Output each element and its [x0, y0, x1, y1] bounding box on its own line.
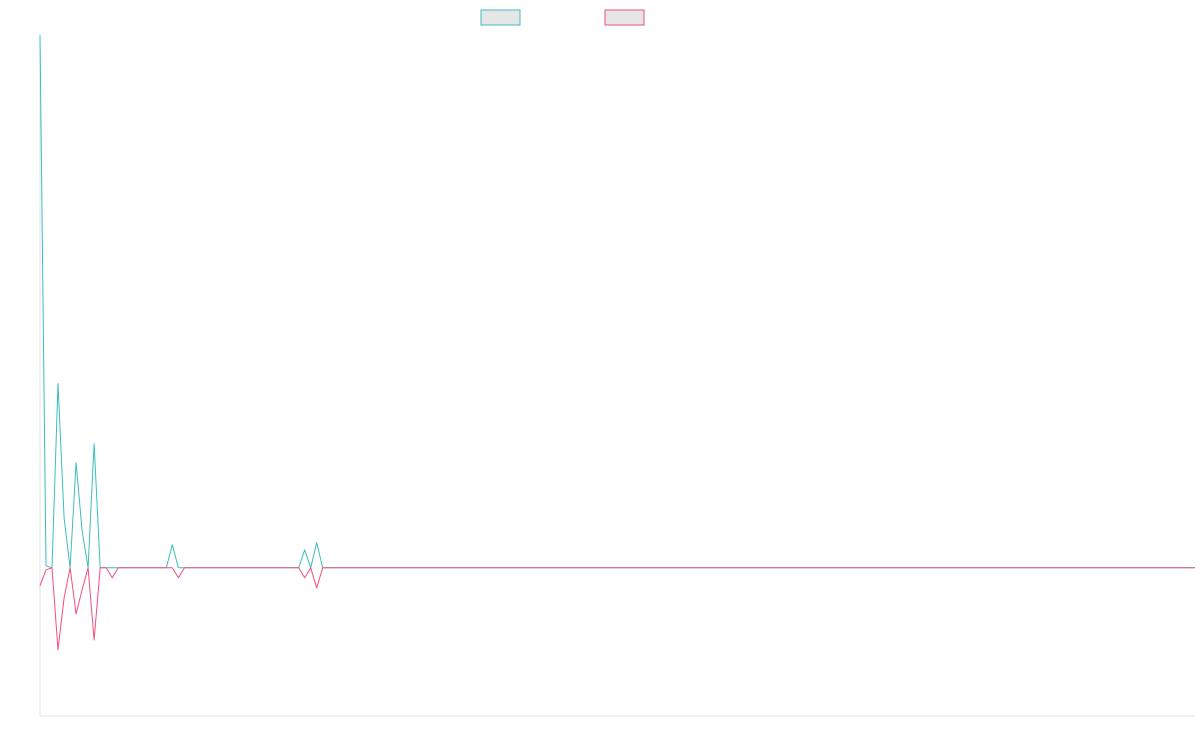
series-layer: [39, 34, 1195, 651]
legend-swatch-2[interactable]: [604, 9, 645, 26]
legend: [480, 9, 645, 26]
series-line-2: [39, 567, 1195, 651]
series-line-1: [39, 34, 1195, 569]
legend-swatch-1[interactable]: [480, 9, 521, 26]
axes: [39, 35, 1195, 717]
